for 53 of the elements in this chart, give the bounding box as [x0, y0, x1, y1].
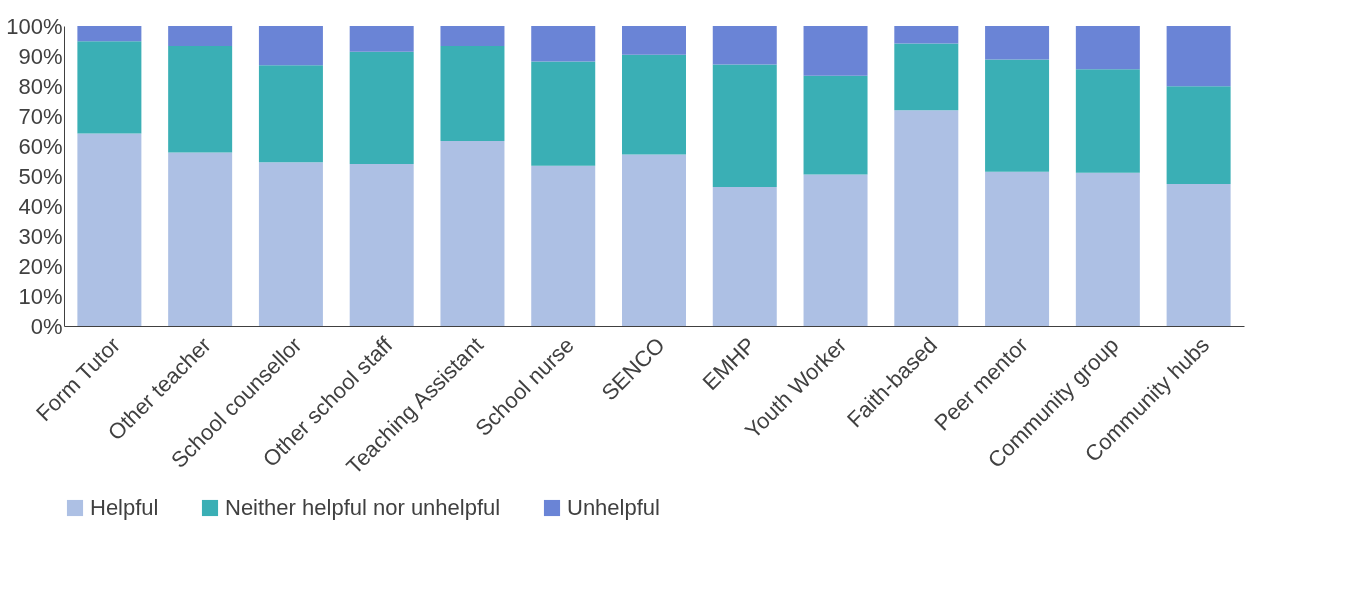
bar	[1075, 172, 1140, 326]
y-tick-label: 90%	[18, 43, 63, 69]
legend-label: Unhelpful	[567, 495, 660, 520]
y-tick-label: 50%	[18, 163, 63, 189]
y-tick-label: 40%	[18, 193, 63, 219]
bar	[531, 26, 596, 62]
bar	[985, 171, 1050, 326]
y-tick-label: 60%	[18, 133, 63, 159]
bar	[531, 61, 596, 166]
bar	[258, 65, 323, 163]
bar	[712, 187, 777, 326]
y-tick-label: 0%	[30, 313, 63, 339]
bar	[1166, 26, 1231, 87]
y-tick-label: 100%	[6, 13, 63, 39]
bar	[168, 26, 233, 47]
y-tick-label: 20%	[18, 253, 63, 279]
bar	[349, 26, 414, 52]
y-tick-label: 30%	[18, 223, 63, 249]
bar	[894, 26, 959, 44]
y-tick-label: 70%	[18, 103, 63, 129]
bar	[440, 46, 505, 141]
bar	[1075, 69, 1140, 173]
bar	[894, 110, 959, 326]
bar	[803, 75, 868, 175]
bar	[1166, 184, 1231, 326]
bar	[1166, 86, 1231, 185]
bar	[894, 43, 959, 111]
bar	[803, 174, 868, 326]
bar	[349, 51, 414, 164]
legend-label: Helpful	[90, 495, 159, 520]
bar	[440, 140, 505, 326]
bar	[168, 152, 233, 326]
bar	[531, 165, 596, 326]
bar	[712, 64, 777, 188]
y-tick-label: 80%	[18, 73, 63, 99]
bar	[803, 26, 868, 76]
bar	[712, 26, 777, 65]
bar	[258, 162, 323, 326]
bar	[622, 54, 686, 155]
bar	[77, 26, 142, 42]
legend-label: Neither helpful nor unhelpful	[225, 495, 501, 520]
bar	[77, 133, 142, 326]
bar	[440, 26, 505, 47]
bar	[622, 26, 686, 55]
bar	[985, 26, 1050, 60]
bar	[1075, 26, 1140, 70]
bar	[258, 26, 323, 66]
bar	[77, 41, 142, 134]
bar	[349, 164, 414, 326]
bar	[985, 59, 1050, 172]
bar	[168, 46, 233, 153]
bar	[622, 154, 686, 326]
y-tick-label: 10%	[18, 283, 63, 309]
